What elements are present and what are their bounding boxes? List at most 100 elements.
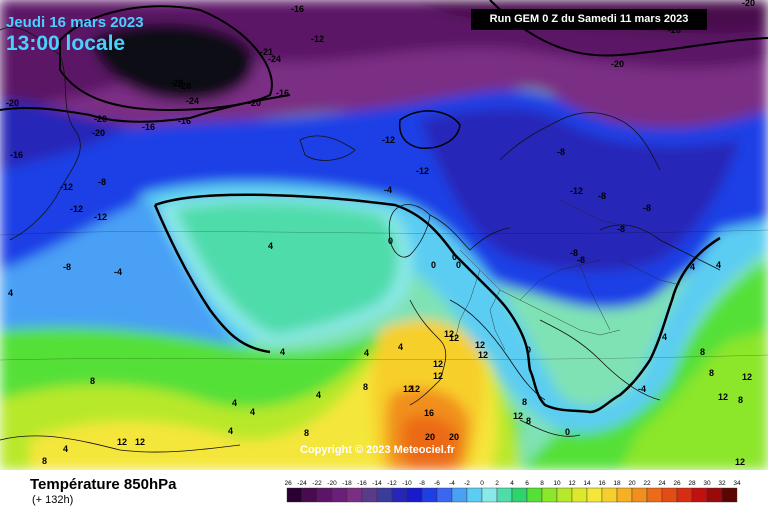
temperature-label: -12 (570, 186, 583, 196)
temperature-label: 4 (316, 390, 321, 400)
temperature-label: -16 (142, 122, 155, 132)
temperature-labels: -16-12-21-28-24-20-20-20-20-20-20-16-16-… (6, 0, 755, 467)
temperature-label: -8 (570, 248, 578, 258)
temperature-label: -8 (643, 203, 651, 213)
legend-swatch (376, 487, 393, 503)
temperature-label: -16 (10, 150, 23, 160)
copyright: Copyright © 2023 Meteociel.fr (300, 444, 455, 456)
temperature-label: 8 (363, 382, 368, 392)
legend-tick-label: 14 (583, 480, 591, 487)
temperature-label: -8 (63, 262, 71, 272)
legend-swatch (556, 487, 573, 503)
temperature-label: -4 (384, 185, 392, 195)
temperature-label: -8 (577, 255, 585, 265)
legend-tick-label: 10 (553, 480, 561, 487)
temperature-label: 4 (8, 288, 13, 298)
legend-swatch (601, 487, 618, 503)
temperature-label: -21 (260, 47, 273, 57)
legend-tick-label: -16 (357, 480, 367, 487)
temperature-label: 12 (478, 350, 488, 360)
legend-tick-label: -18 (342, 480, 352, 487)
legend-tick-label: 0 (480, 480, 484, 487)
legend-swatch (676, 487, 693, 503)
temperature-label: 12 (403, 384, 413, 394)
temperature-label: 0 (526, 345, 531, 355)
legend-swatch (481, 487, 498, 503)
legend-tick-label: -2 (464, 480, 470, 487)
temperature-label: -20 (94, 114, 107, 124)
temperature-label: -8 (598, 191, 606, 201)
field-name: Température 850hPa (30, 476, 177, 493)
legend-tick-label: 24 (658, 480, 666, 487)
legend-tick-label: 30 (703, 480, 711, 487)
temperature-label: -24 (268, 54, 281, 64)
legend-swatch (301, 487, 318, 503)
temperature-label: 0 (565, 427, 570, 437)
temperature-label: -8 (98, 177, 106, 187)
legend-swatch (331, 487, 348, 503)
temperature-label: 20 (425, 432, 435, 442)
legend-swatch (466, 487, 483, 503)
temperature-label: 12 (718, 392, 728, 402)
temperature-label: 12 (433, 371, 443, 381)
legend-tick-label: 32 (718, 480, 726, 487)
temperature-label: 0 (456, 260, 461, 270)
temperature-label: -20 (611, 59, 624, 69)
temperature-label: -4 (638, 384, 646, 394)
temperature-label: 8 (700, 347, 705, 357)
temperature-label: 8 (709, 368, 714, 378)
temperature-label: -12 (60, 182, 73, 192)
temperature-label: 8 (522, 397, 527, 407)
lead-time: (+ 132h) (32, 494, 74, 506)
temperature-label: 12 (444, 329, 454, 339)
legend-swatch (436, 487, 453, 503)
legend-swatch (346, 487, 363, 503)
coastlines (0, 26, 721, 453)
temperature-label: 8 (42, 456, 47, 466)
legend-swatch (586, 487, 603, 503)
temperature-label: -20 (668, 25, 681, 35)
temperature-label: 4 (398, 342, 403, 352)
temperature-label: -8 (557, 147, 565, 157)
temperature-label: 12 (135, 437, 145, 447)
temperature-label: 4 (662, 332, 667, 342)
temperature-label: 4 (716, 260, 721, 270)
temperature-label: -12 (311, 34, 324, 44)
legend-tick-label: 16 (598, 480, 606, 487)
temperature-label: -20 (6, 98, 19, 108)
temperature-label: 12 (433, 359, 443, 369)
legend-tick-label: -26 (285, 480, 292, 487)
legend-swatch (631, 487, 648, 503)
legend-tick-label: 8 (540, 480, 544, 487)
temperature-label: 4 (280, 347, 285, 357)
legend-swatch (571, 487, 588, 503)
temperature-label: 4 (364, 348, 369, 358)
legend-swatch (361, 487, 378, 503)
temperature-label: 12 (475, 340, 485, 350)
temperature-label: 8 (526, 416, 531, 426)
forecast-time: 13:00 locale (6, 32, 126, 55)
temperature-label: 12 (410, 384, 420, 394)
legend-swatch (451, 487, 468, 503)
temperature-label: 16 (424, 408, 434, 418)
legend-swatch (391, 487, 408, 503)
temperature-label: -12 (416, 166, 429, 176)
temperature-label: -16 (178, 116, 191, 126)
legend-tick-label: -6 (434, 480, 440, 487)
temperature-label: 0 (388, 236, 393, 246)
legend-tick-label: 2 (495, 480, 499, 487)
legend-swatch (511, 487, 528, 503)
run-info: Run GEM 0 Z du Samedi 11 mars 2023 (471, 9, 707, 30)
temperature-label: 12 (117, 437, 127, 447)
temperature-label: 4 (268, 241, 273, 251)
legend-tick-label: 4 (510, 480, 514, 487)
legend-tick-label: 6 (525, 480, 529, 487)
legend-swatch (526, 487, 543, 503)
temperature-label: -28 (170, 78, 183, 88)
temperature-label: 12 (735, 457, 745, 467)
temperature-label: 4 (250, 407, 255, 417)
legend-tick-label: -12 (387, 480, 397, 487)
temperature-label: -20 (742, 0, 755, 8)
legend-swatch (286, 487, 303, 503)
